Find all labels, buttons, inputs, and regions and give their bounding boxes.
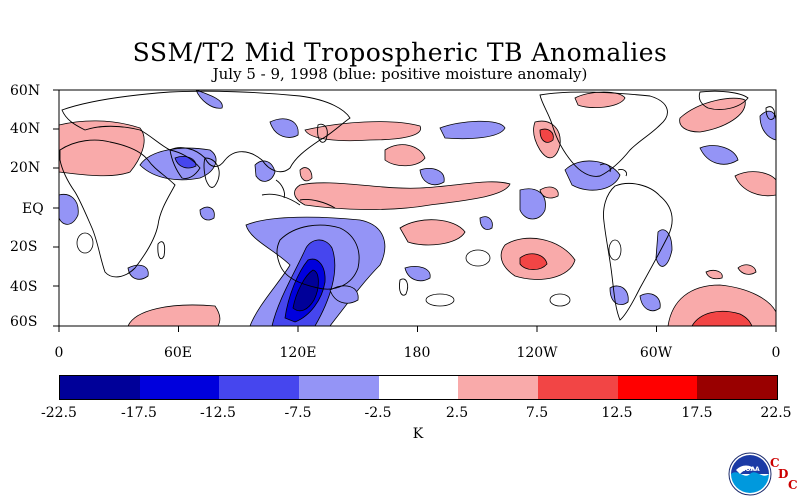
anomaly-negative-region bbox=[439, 120, 506, 140]
anomaly-negative-region bbox=[699, 145, 739, 165]
legend-swatch bbox=[538, 376, 618, 399]
contour-line bbox=[608, 239, 622, 261]
anomaly-negative-region bbox=[59, 193, 79, 225]
anomaly-positive-region bbox=[299, 167, 313, 182]
legend-swatch bbox=[458, 376, 539, 399]
anomaly-negative-region bbox=[479, 216, 493, 230]
anomaly-negative-region bbox=[195, 90, 223, 109]
anomaly-positive-region bbox=[691, 310, 753, 326]
anomaly-negative-region bbox=[564, 160, 621, 191]
legend-level-label: -12.5 bbox=[200, 405, 236, 421]
cdc-letter-c2: C bbox=[788, 478, 798, 492]
anomaly-positive-region bbox=[734, 171, 776, 197]
anomaly-positive-region bbox=[399, 219, 466, 246]
uk-outline bbox=[765, 106, 775, 120]
indonesia-outline bbox=[261, 179, 336, 209]
legend-level-label: -2.5 bbox=[364, 405, 392, 421]
lat-label-60s: 60S bbox=[10, 314, 38, 330]
lat-label-60n: 60N bbox=[10, 83, 41, 99]
color-legend bbox=[59, 375, 778, 400]
anomaly-positive-region bbox=[679, 97, 746, 133]
anomaly-negative-region bbox=[639, 293, 661, 312]
anomaly-negative-region bbox=[404, 266, 431, 282]
noaa-logo-text: NOAA bbox=[740, 466, 760, 473]
caribbean-outline bbox=[599, 163, 627, 177]
lon-label-60w: 60W bbox=[639, 345, 673, 361]
anomaly-positive-region bbox=[384, 144, 426, 167]
anomaly-negative-region bbox=[254, 160, 276, 182]
madagascar-outline bbox=[157, 241, 166, 260]
legend-swatch bbox=[697, 376, 778, 399]
contour-line bbox=[549, 293, 571, 307]
legend-swatch bbox=[60, 376, 140, 399]
lon-label-120e: 120E bbox=[279, 345, 317, 361]
legend-level-label: 17.5 bbox=[681, 405, 713, 421]
lon-label-180: 180 bbox=[403, 345, 431, 361]
anomaly-positive-region bbox=[519, 253, 548, 271]
anomaly-map bbox=[53, 89, 777, 332]
contour-line bbox=[425, 293, 455, 307]
anomaly-negative-region bbox=[329, 285, 359, 304]
contour-line bbox=[76, 232, 94, 254]
lon-label-0-east: 0 bbox=[771, 345, 781, 361]
legend-level-label: 7.5 bbox=[525, 405, 549, 421]
australia-outline bbox=[276, 224, 360, 290]
legend-level-label: 12.5 bbox=[601, 405, 633, 421]
lat-label-40s: 40S bbox=[10, 279, 38, 295]
legend-level-label: -22.5 bbox=[41, 405, 77, 421]
legend-level-label: 2.5 bbox=[445, 405, 469, 421]
legend-level-label: 22.5 bbox=[760, 405, 792, 421]
anomaly-negative-region bbox=[292, 269, 319, 312]
lon-label-120w: 120W bbox=[516, 345, 558, 361]
lat-label-40n: 40N bbox=[10, 121, 41, 137]
greenland-outline bbox=[698, 90, 749, 110]
legend-level-label: -7.5 bbox=[284, 405, 312, 421]
anomaly-positive-region bbox=[539, 128, 554, 143]
eurasia-outline bbox=[61, 90, 351, 173]
anomaly-negative-region bbox=[759, 110, 776, 141]
anomaly-positive-region bbox=[705, 270, 723, 280]
legend-swatch bbox=[299, 376, 379, 399]
anomaly-positive-region bbox=[304, 121, 421, 142]
lon-label-0: 0 bbox=[54, 345, 64, 361]
africa-outline bbox=[59, 139, 176, 278]
lon-label-60e: 60E bbox=[163, 345, 193, 361]
legend-unit: K bbox=[412, 426, 424, 442]
legend-level-label: -17.5 bbox=[121, 405, 157, 421]
map-subtitle: July 5 - 9, 1998 (blue: positive moistur… bbox=[212, 65, 588, 83]
legend-swatch bbox=[378, 376, 459, 399]
noaa-logo: NOAA bbox=[728, 452, 772, 496]
northamerica-outline bbox=[539, 91, 668, 177]
cdc-letter-c1: C bbox=[770, 456, 780, 470]
anomaly-negative-region bbox=[199, 206, 215, 221]
southamerica-outline bbox=[603, 183, 673, 321]
anomaly-negative-region bbox=[127, 264, 149, 280]
map-title: SSM/T2 Mid Tropospheric TB Anomalies bbox=[132, 38, 668, 67]
anomaly-positive-region bbox=[737, 264, 757, 275]
anomaly-positive-region bbox=[59, 120, 145, 177]
lat-label-20s: 20S bbox=[10, 239, 38, 255]
anomaly-positive-region bbox=[127, 304, 221, 326]
arabia-outline bbox=[169, 149, 201, 179]
anomaly-positive-region bbox=[574, 91, 626, 109]
lat-label-eq: EQ bbox=[22, 201, 44, 217]
anomaly-negative-region bbox=[655, 229, 673, 267]
anomaly-negative-region bbox=[269, 118, 299, 138]
legend-swatch bbox=[617, 376, 698, 399]
japan-outline bbox=[317, 123, 328, 143]
contour-line bbox=[465, 249, 491, 267]
lat-label-20n: 20N bbox=[10, 160, 41, 176]
legend-swatch bbox=[219, 376, 300, 399]
legend-swatch bbox=[139, 376, 220, 399]
newzealand-outline bbox=[399, 278, 409, 296]
anomaly-negative-region bbox=[519, 188, 546, 220]
india-outline bbox=[203, 157, 220, 188]
anomaly-positive-region bbox=[294, 181, 511, 210]
anomaly-negative-region bbox=[419, 168, 445, 186]
anomaly-negative-region bbox=[609, 285, 629, 305]
cdc-letter-d: D bbox=[778, 467, 789, 481]
anomaly-positive-region bbox=[667, 284, 776, 326]
